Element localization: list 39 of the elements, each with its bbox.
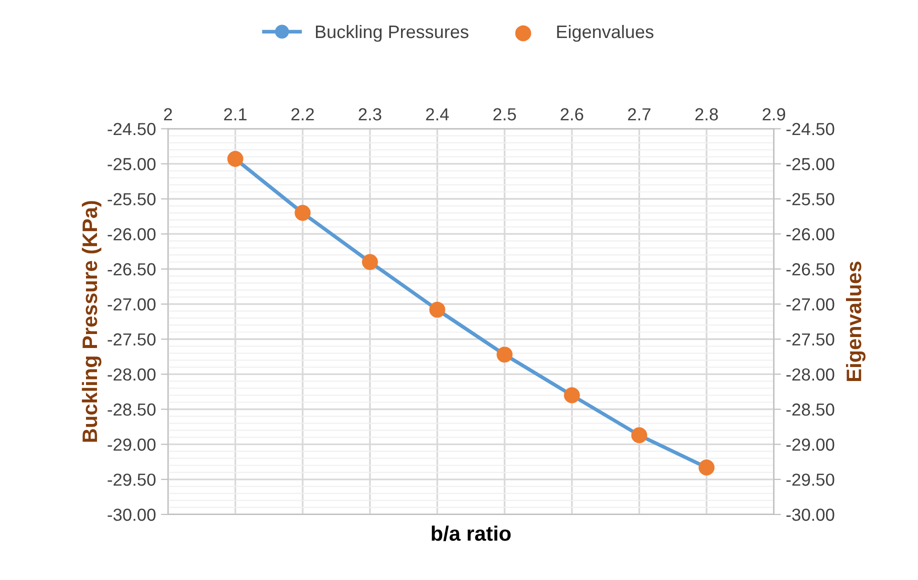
y2-tick-label: -27.50 [786, 333, 834, 346]
y2-tick-label: -27.00 [786, 298, 834, 311]
y-tick-label: -27.50 [108, 333, 156, 346]
y2-tick-label: -25.00 [786, 158, 834, 170]
x-tick-label: 2.1 [224, 108, 247, 120]
x-tick-label: 2.6 [560, 108, 584, 120]
y-tick-label: -30.00 [108, 508, 156, 521]
y-tick-label: -24.50 [108, 122, 156, 136]
x-tick-label: 2.8 [695, 108, 718, 120]
x-tick-label: 2 [164, 108, 172, 120]
x-tick-label: 2.5 [493, 108, 516, 120]
x-tick-label: 2.7 [628, 108, 650, 120]
x-tick-label: 2.3 [358, 108, 382, 120]
y-tick-label: -25.00 [108, 158, 156, 170]
y-tick-label: -26.50 [108, 263, 156, 276]
y2-tick-label: -26.50 [786, 263, 834, 276]
y2-tick-label: -26.00 [786, 228, 834, 240]
x-tick-label: 2.9 [762, 108, 786, 120]
y-tick-label: -29.00 [108, 438, 156, 451]
x-tick-label: 2.4 [426, 108, 449, 120]
x-tick-label: 2.2 [291, 108, 314, 120]
y-tick-label: -25.50 [108, 193, 156, 206]
x-axis-title: b/a ratio [432, 526, 511, 542]
y2-tick-label: -24.50 [786, 122, 834, 136]
y2-tick-label: -28.00 [786, 368, 834, 381]
y2-tick-label: -30.00 [786, 508, 834, 521]
legend-label: Eigenvalues [557, 24, 654, 42]
y2-tick-label: -29.00 [786, 438, 834, 451]
y-tick-label: -28.00 [108, 368, 156, 381]
y-tick-label: -29.50 [108, 474, 156, 486]
y-axis-title: Buckling Pressure (KPa) [82, 201, 102, 442]
y-tick-label: -26.00 [108, 228, 156, 240]
y-tick-label: -28.50 [108, 403, 156, 416]
y2-tick-label: -25.50 [786, 193, 834, 206]
y2-tick-label: -29.50 [786, 474, 834, 486]
y2-axis-title: Eigenvalues [846, 262, 866, 382]
legend-label: Buckling Pressures [316, 24, 468, 42]
y2-tick-label: -28.50 [786, 403, 834, 416]
y-tick-label: -27.00 [108, 298, 156, 311]
